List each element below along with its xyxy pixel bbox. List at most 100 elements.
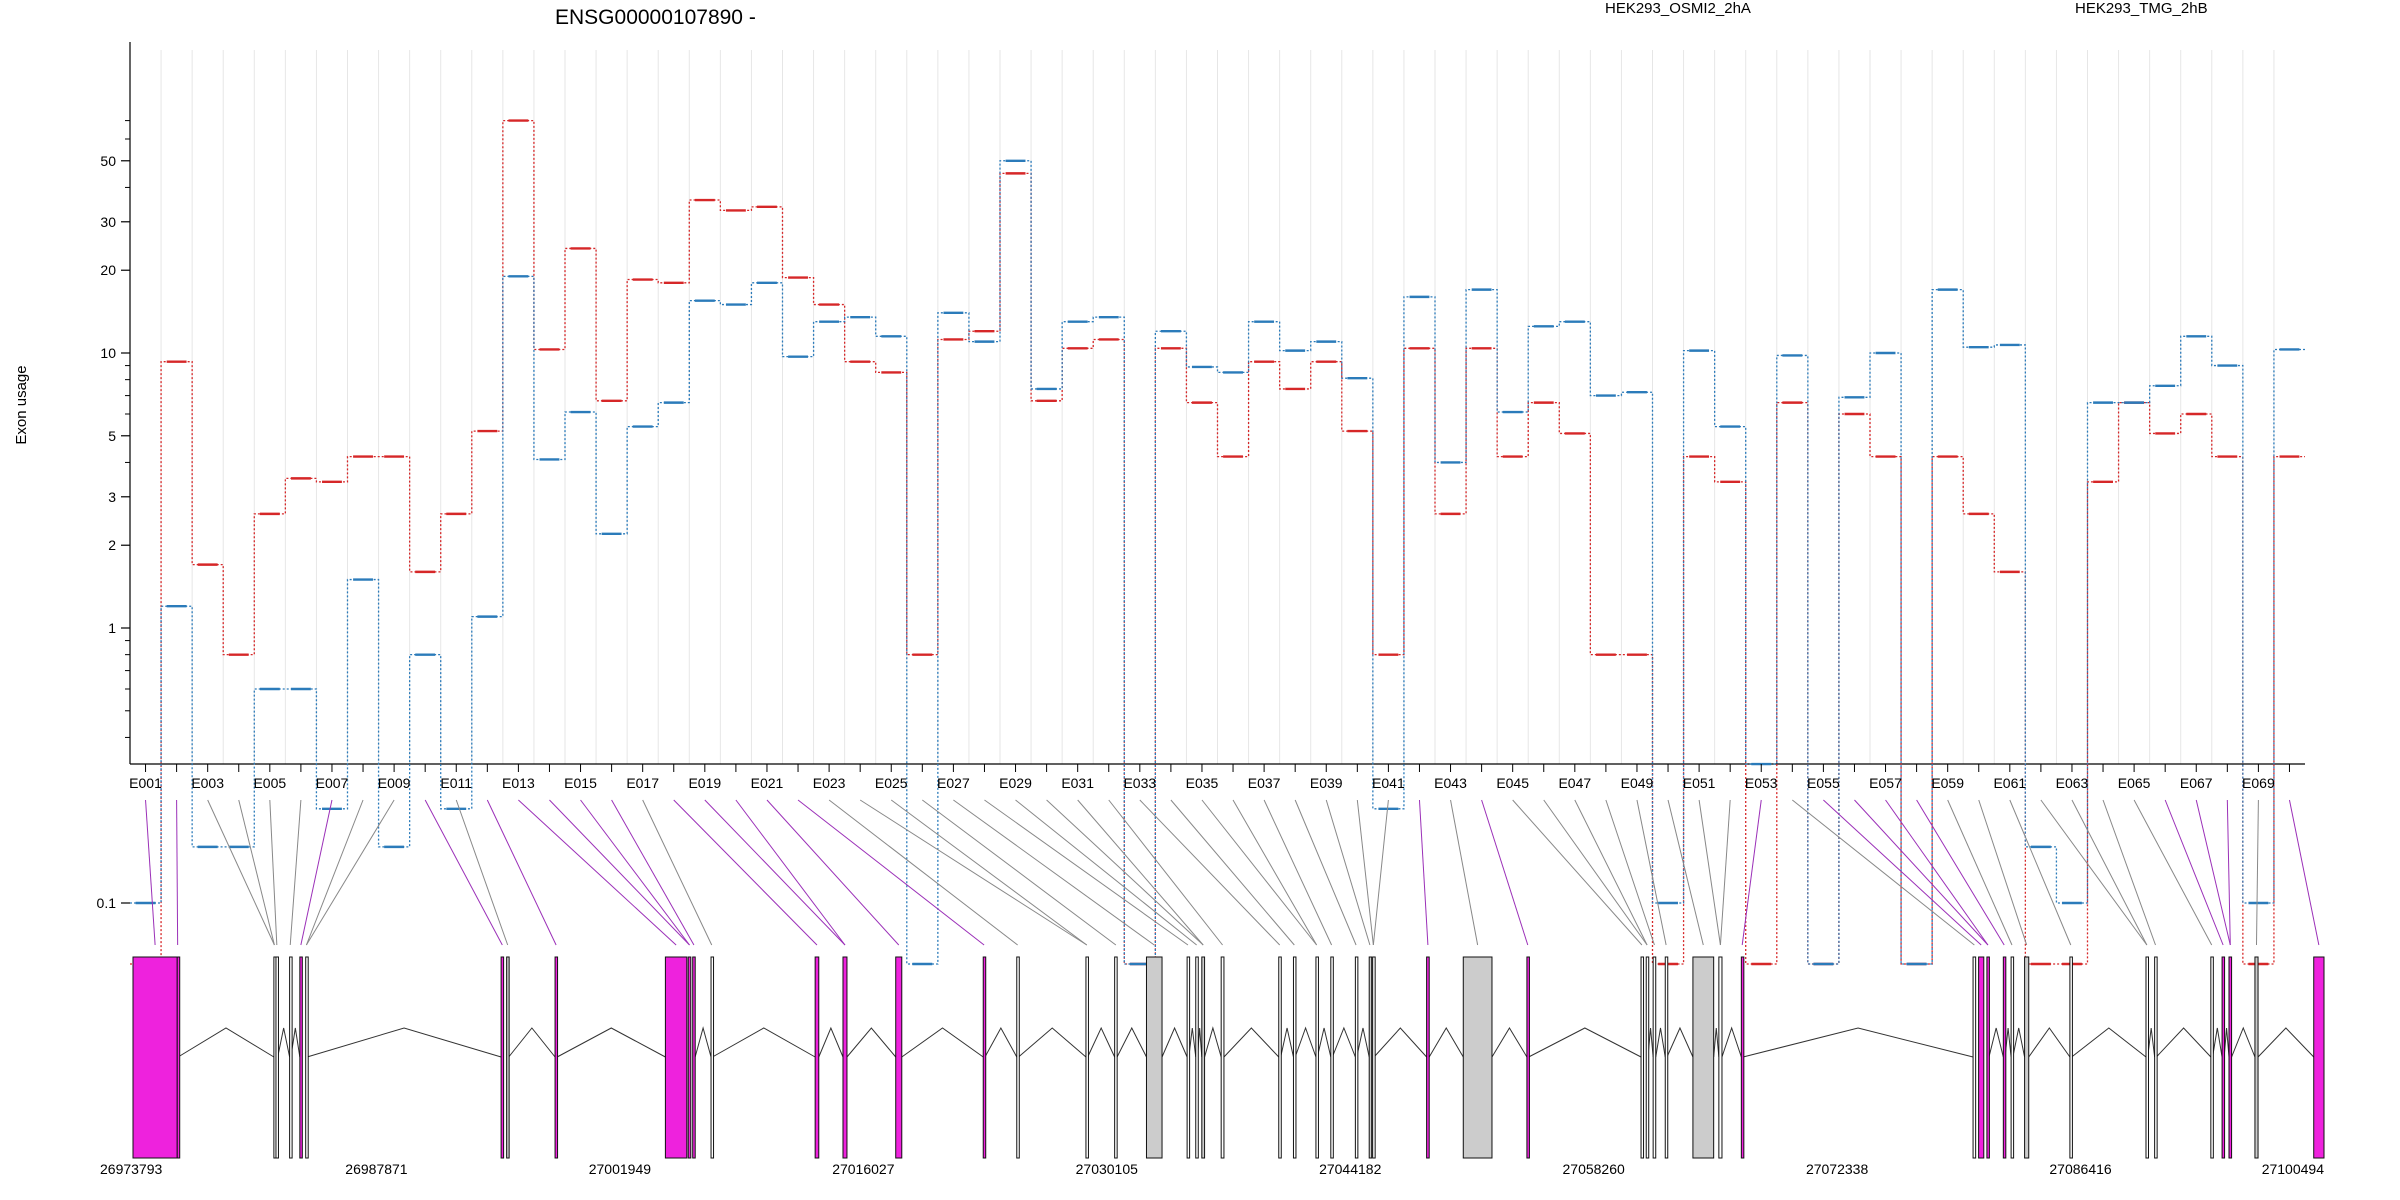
exon-connector [2102,799,2156,946]
legend-entry-tmg: HEK293_TMG_2hB [2075,0,2208,17]
exon-block [1292,956,1297,1159]
intron-line [1428,1027,1464,1058]
exon-block [1664,956,1669,1159]
intron-line [1655,1027,1666,1058]
exon-connector [580,799,690,946]
x-tick-label: E019 [688,775,721,791]
intron-line [508,1027,556,1058]
exon-block [1085,956,1089,1159]
exon-connector [1719,799,1731,946]
exon-connector [2009,799,2072,946]
exon-connector [1823,799,1982,946]
exon-connector [1667,799,1704,946]
exon-connector [176,799,179,946]
exon-block [664,956,688,1159]
exon-block [1145,956,1163,1159]
exon-block [842,956,848,1159]
exon-block [814,956,820,1159]
exon-connector [269,799,278,946]
genomic-position-label: 27086416 [2049,1161,2112,1177]
exon-connector [1481,799,1529,946]
exon-connector [673,799,818,946]
exon-block [1354,956,1359,1159]
exon-block [1368,956,1373,1159]
y-tick-label: 50 [100,153,116,169]
intron-line [2028,1027,2071,1058]
exon-connector [611,799,695,946]
exon-block [1201,956,1206,1159]
x-tick-label: E047 [1558,775,1591,791]
x-tick-label: E043 [1434,775,1467,791]
exon-block [2221,956,2226,1159]
intron-line [818,1026,844,1058]
exon-block [1114,956,1118,1159]
x-tick-label: E063 [2056,775,2089,791]
exon-connector [828,799,1018,946]
exon-connector [1139,799,1281,946]
exon-connector [2040,799,2148,946]
exon-block [2024,956,2030,1159]
exon-block [1740,956,1745,1159]
x-tick-label: E049 [1621,775,1654,791]
exon-block [2154,956,2158,1159]
exon-connector [305,799,364,946]
exon-connector [953,799,1155,946]
exon-connector [2255,799,2259,946]
chart-title: ENSG00000107890 - [555,6,756,29]
x-tick-label: E017 [626,775,659,791]
intron-line [177,1027,275,1058]
x-tick-label: E003 [191,775,224,791]
x-tick-label: E007 [316,775,349,791]
exon-connector [766,799,900,946]
exon-connector [305,799,395,946]
exon-block [895,956,903,1159]
series-line [130,119,2305,965]
exon-connector [2226,799,2231,946]
exon-connector [2133,799,2213,946]
exon-connector [1885,799,1989,946]
exon-connector [486,799,557,946]
y-tick-label: 20 [100,262,116,278]
x-tick-label: E059 [1931,775,1964,791]
exon-connector [455,799,509,946]
exon-connector [1978,799,2028,946]
intron-line [1356,1027,1370,1058]
x-tick-label: E053 [1745,775,1778,791]
x-tick-label: E065 [2118,775,2151,791]
exon-connector [1170,799,1295,946]
exon-block [687,956,692,1159]
intron-line [1116,1026,1147,1058]
x-tick-label: E011 [440,775,472,791]
exon-block [1016,956,1020,1159]
exon-block [1220,956,1225,1159]
exon-block [1426,956,1430,1159]
intron-line [1331,1026,1356,1058]
exon-block [1462,956,1493,1159]
exon-connector [1263,799,1333,946]
exon-block [506,956,510,1159]
exon-connector [1232,799,1318,946]
exon-connector [518,799,677,946]
intron-line [1666,1026,1694,1058]
intron-line [2012,1027,2026,1058]
exon-connector [1015,799,1197,946]
intron-line [1491,1027,1528,1058]
exon-block [2313,956,2325,1159]
exon-block [554,956,559,1159]
x-tick-label: E005 [253,775,286,791]
exon-block [132,956,178,1159]
exon-block [1692,956,1715,1159]
exon-block [2002,956,2007,1159]
y-tick-label: 1 [108,620,116,636]
intron-line [1528,1027,1642,1058]
exon-connector [424,799,503,946]
x-tick-label: E061 [1993,775,2026,791]
exon-block [2228,956,2233,1159]
exon-connector [1108,799,1223,946]
exon-connector [1201,799,1318,946]
exon-connector [1418,799,1429,946]
genomic-position-label: 27072338 [1806,1161,1869,1177]
exon-connector [1741,799,1762,946]
exon-connector [797,799,985,946]
